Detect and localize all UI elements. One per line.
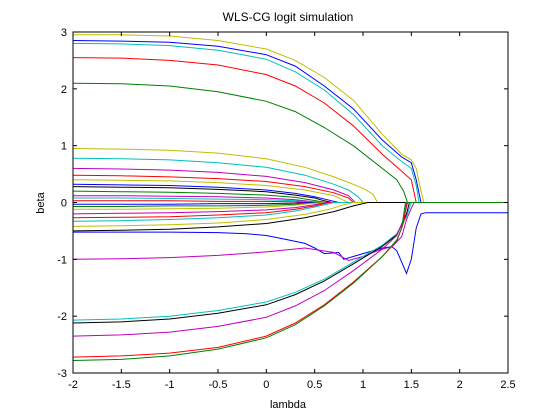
series-line-3 (72, 57, 508, 203)
series-line-12 (72, 190, 508, 203)
chart-title: WLS-CG logit simulation (223, 10, 354, 24)
y-tick-label: -2 (57, 311, 67, 323)
series-line-21 (72, 202, 508, 222)
y-tick-label: 2 (61, 84, 67, 96)
series-line-7 (72, 167, 508, 203)
x-tick-label: 2 (457, 379, 463, 391)
series-group (72, 34, 508, 361)
series-line-4 (72, 82, 508, 203)
y-axis-label: beta (35, 191, 47, 213)
series-line-19 (72, 202, 508, 215)
x-tick-label: 1 (360, 379, 366, 391)
y-tick-label: -1 (57, 254, 67, 266)
series-line-5 (72, 148, 508, 203)
series-line-11 (72, 186, 508, 203)
series-line-10 (72, 183, 508, 203)
series-line-16 (73, 202, 508, 205)
series-line-9 (72, 179, 508, 203)
series-line-30 (72, 202, 508, 361)
series-line-1 (72, 40, 508, 203)
y-tick-label: 3 (61, 27, 67, 39)
y-tick-label: 1 (61, 141, 67, 153)
series-line-2 (72, 42, 508, 203)
y-axis: -3 -2 -1 0 1 2 3 (57, 27, 508, 380)
x-axis-label: lambda (270, 399, 307, 411)
series-line-22 (72, 202, 508, 227)
series-line-6 (72, 157, 508, 203)
series-line-27 (72, 202, 508, 324)
y-tick-label: 0 (61, 198, 67, 210)
series-line-0 (73, 34, 508, 203)
series-line-18 (73, 202, 508, 210)
series-line-23 (72, 202, 508, 232)
x-tick-label: 1.5 (404, 379, 419, 391)
series-line-8 (72, 174, 508, 203)
y-tick-label: -3 (57, 368, 67, 380)
x-tick-label: -1.5 (112, 379, 131, 391)
x-tick-label: -1 (165, 379, 175, 391)
series-line-29 (72, 202, 508, 358)
x-tick-label: 0.5 (307, 379, 322, 391)
x-tick-label: 0 (263, 379, 269, 391)
x-tick-label: 2.5 (500, 379, 515, 391)
series-line-20 (72, 202, 508, 219)
x-axis: -2 -1.5 -1 -0.5 0 0.5 1 1.5 2 2.5 (68, 32, 516, 391)
series-line-26 (72, 202, 508, 321)
x-tick-label: -0.5 (209, 379, 228, 391)
x-tick-label: -2 (68, 379, 78, 391)
series-line-24 (73, 212, 508, 275)
